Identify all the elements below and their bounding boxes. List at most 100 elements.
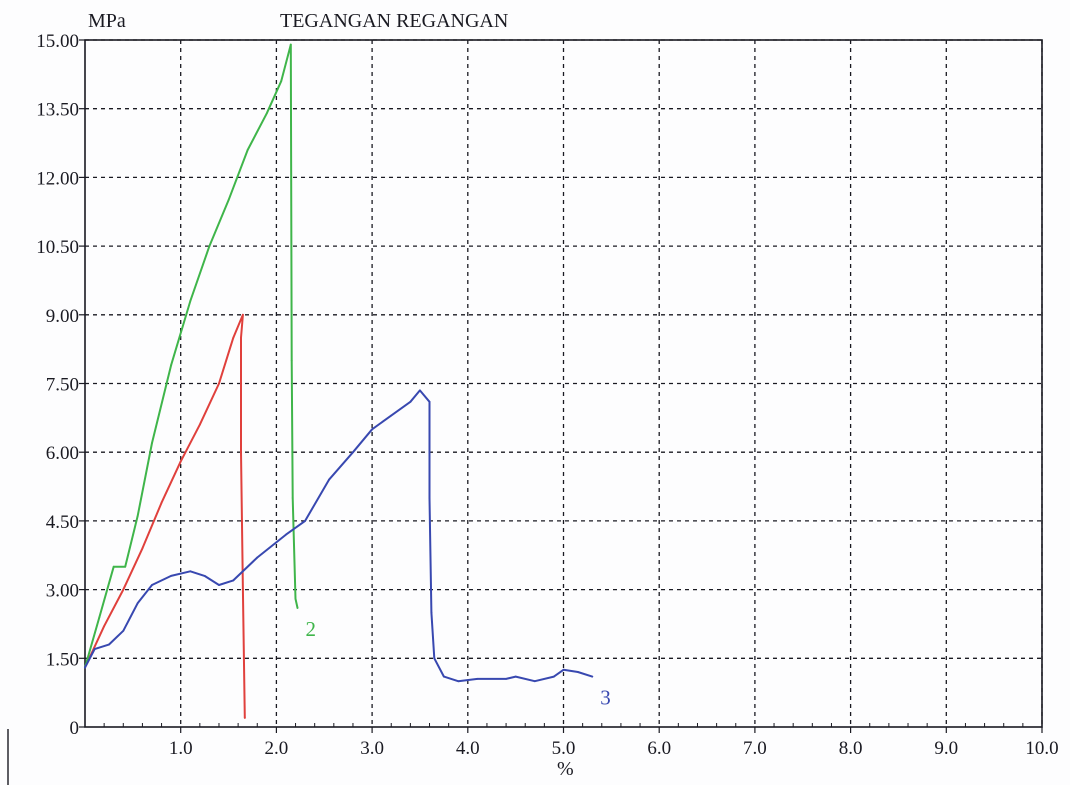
y-tick-label: 13.50 (36, 100, 79, 121)
x-tick-label: 7.0 (743, 738, 767, 759)
x-tick-label: 3.0 (360, 738, 384, 759)
y-tick-label: 7.50 (46, 375, 79, 396)
data-point (428, 497, 431, 499)
y-tick-label: 6.00 (46, 443, 79, 464)
data-point (553, 675, 555, 678)
plot-frame (84, 39, 1043, 728)
x-tick-label: 6.0 (647, 738, 671, 759)
data-point (218, 382, 220, 385)
data-point (232, 336, 235, 339)
data-point (208, 245, 211, 248)
data-point (232, 579, 235, 582)
x-tick-label: 10.0 (1025, 738, 1058, 759)
data-point (189, 300, 192, 302)
data-point (390, 414, 393, 417)
data-point (290, 359, 293, 362)
data-point (124, 565, 127, 568)
data-point (189, 570, 192, 573)
data-point (151, 442, 153, 444)
data-point (296, 607, 299, 609)
data-point (218, 584, 220, 586)
data-point (112, 565, 115, 568)
data-point (428, 400, 431, 403)
x-tick-label: 2.0 (265, 738, 289, 759)
data-point (243, 716, 246, 719)
data-point (280, 80, 283, 83)
data-point (242, 313, 244, 316)
data-point (562, 668, 565, 671)
series-label-3: 3 (600, 686, 611, 710)
axes (7, 39, 1043, 785)
data-point (141, 547, 144, 550)
x-tick-label: 9.0 (934, 738, 958, 759)
y-tick-label: 15.00 (36, 31, 79, 52)
y-tick-labels: 0 1.50 3.00 4.50 6.00 7.50 9.00 10.50 12.00 13.50… (36, 31, 79, 739)
series-line-2 (84, 43, 299, 669)
x-tick-label: 5.0 (552, 738, 576, 759)
x-tick-label: 8.0 (839, 738, 863, 759)
data-point (203, 574, 206, 577)
data-point (294, 597, 297, 600)
data-point (291, 497, 294, 499)
data-point (170, 364, 173, 367)
series-labels: 23 (305, 617, 610, 710)
y-tick-label: 1.50 (46, 649, 79, 670)
series-label-2: 2 (305, 617, 316, 641)
data-point (457, 680, 460, 683)
data-point (328, 478, 330, 481)
data-point (533, 680, 536, 683)
data-point (476, 678, 479, 680)
data-point (198, 423, 201, 426)
data-point (430, 611, 433, 614)
y-tick-label: 0 (70, 718, 80, 739)
data-point (136, 602, 139, 605)
data-point (242, 588, 244, 591)
data-point (409, 400, 412, 403)
data-point (240, 336, 242, 339)
data-point (576, 671, 579, 673)
data-point (505, 678, 507, 680)
data-point (103, 625, 106, 628)
data-point (419, 389, 421, 392)
data-point (108, 643, 110, 646)
data-point (433, 657, 436, 660)
x-tick-labels: 1.0 2.0 3.0 4.0 5.0 6.0 7.0 8.0 9.0 10.0 (169, 738, 1059, 759)
x-tick-label: 1.0 (169, 738, 193, 759)
series-lines (84, 43, 594, 719)
y-axis-label: MPa (88, 10, 126, 32)
data-point (151, 584, 153, 586)
data-point (170, 574, 173, 577)
data-point (122, 629, 125, 632)
x-axis-label: % (557, 758, 574, 780)
data-point (371, 428, 373, 431)
y-tick-label: 3.00 (46, 581, 79, 602)
y-tick-label: 12.00 (36, 168, 79, 189)
data-point (240, 451, 242, 454)
data-point (591, 675, 594, 678)
x-tick-label: 4.0 (456, 738, 480, 759)
data-point (84, 666, 86, 669)
data-point (246, 149, 249, 151)
data-point (352, 451, 354, 454)
y-tick-label: 10.50 (36, 237, 79, 258)
y-tick-label: 9.00 (46, 306, 79, 327)
data-point (256, 556, 259, 559)
y-tick-label: 4.50 (46, 512, 79, 533)
data-point (160, 501, 163, 504)
data-point (227, 199, 230, 202)
data-point (304, 520, 307, 522)
data-point (265, 112, 268, 115)
data-point (442, 675, 445, 678)
data-point (136, 515, 139, 518)
data-point (93, 648, 96, 651)
data-point (289, 43, 292, 46)
data-point (122, 588, 125, 591)
series-line-3 (84, 389, 594, 683)
chart-title: TEGANGAN REGANGAN (280, 10, 508, 32)
data-point (514, 675, 517, 678)
gridlines (85, 39, 1043, 727)
series-line-red (84, 313, 246, 719)
data-point (285, 533, 287, 536)
data-point (98, 616, 101, 618)
